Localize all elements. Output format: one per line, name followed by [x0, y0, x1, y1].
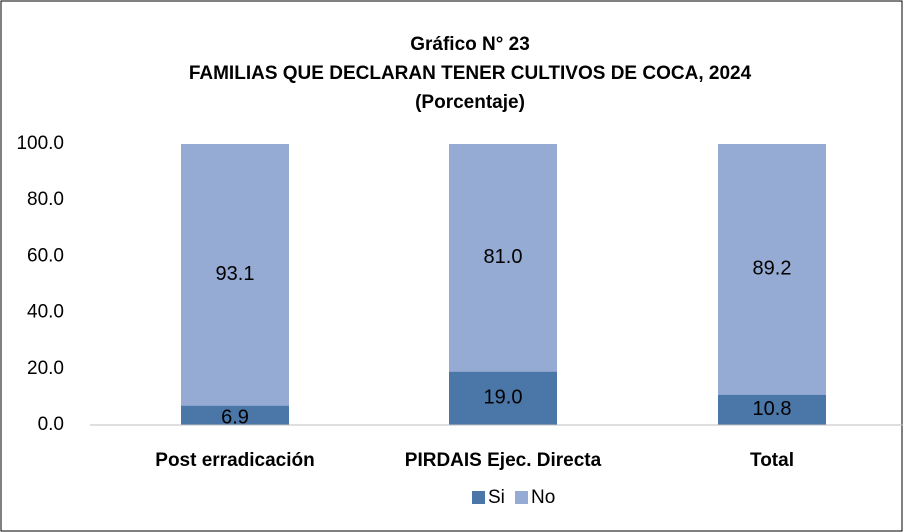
legend-swatch: [472, 491, 485, 504]
data-label: 89.2: [753, 258, 792, 280]
bar-segment: [718, 144, 826, 395]
data-label: 6.9: [221, 406, 249, 428]
data-label: 81.0: [484, 246, 523, 268]
x-tick-label: Post erradicación: [155, 450, 314, 471]
legend-label: No: [531, 487, 555, 508]
y-tick-label: 100.0: [16, 133, 64, 154]
y-tick-label: 60.0: [27, 245, 64, 266]
bar-segment: [181, 405, 289, 425]
legend-swatch: [515, 491, 528, 504]
chart-title: (Porcentaje): [415, 92, 525, 113]
bar-segment: [449, 144, 557, 372]
y-tick-label: 80.0: [27, 189, 64, 210]
chart-title: Gráfico N° 23: [410, 34, 530, 55]
data-label: 19.0: [484, 387, 523, 409]
legend-label: Si: [488, 487, 505, 508]
x-tick-label: PIRDAIS Ejec. Directa: [405, 450, 602, 471]
data-label: 10.8: [753, 398, 792, 420]
data-label: 93.1: [216, 263, 255, 285]
y-tick-label: 40.0: [27, 302, 64, 323]
bar-segment: [181, 144, 289, 406]
bar-segment: [449, 371, 557, 425]
chart-title: FAMILIAS QUE DECLARAN TENER CULTIVOS DE …: [189, 63, 752, 84]
bar-segment: [718, 394, 826, 425]
y-tick-label: 20.0: [27, 358, 64, 379]
y-tick-label: 0.0: [38, 414, 64, 435]
x-tick-label: Total: [750, 450, 794, 471]
